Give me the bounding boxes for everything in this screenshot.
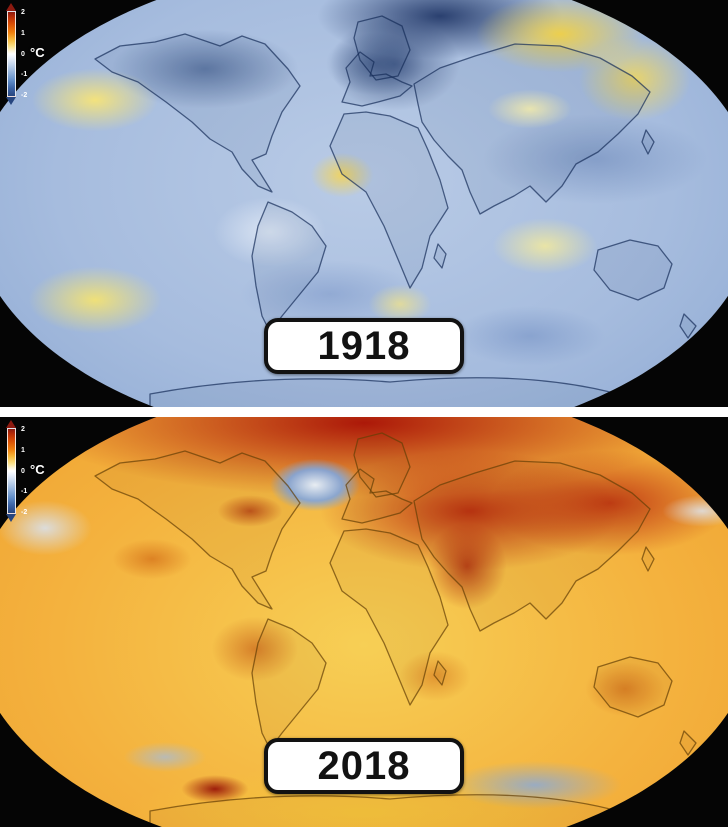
colorbar-arrow-up-icon: [6, 420, 16, 428]
map-panel-2018: 2 1 0 -1 -2 °C 2018: [0, 417, 728, 827]
celsius-unit-label: °C: [30, 45, 45, 60]
celsius-unit-label: °C: [30, 462, 45, 477]
tick-minus1: -1: [21, 71, 28, 79]
map-panel-1918: 2 1 0 -1 -2 °C 1918: [0, 0, 728, 407]
colorbar-arrow-down-icon: [6, 97, 16, 105]
year-label: 1918: [317, 324, 411, 368]
temperature-colorbar-gradient: [6, 428, 16, 514]
continent-outlines: [0, 0, 728, 407]
temperature-colorbar-gradient: [6, 11, 16, 97]
year-label: 2018: [317, 744, 411, 788]
continent-outlines: [0, 417, 728, 827]
tick-minus2: -2: [21, 509, 28, 516]
tick-zero: 0: [21, 50, 25, 58]
year-badge-1918: 1918: [264, 318, 464, 374]
colorbar: [6, 420, 16, 522]
tick-plus2: 2: [21, 426, 25, 433]
tick-minus2: -2: [21, 92, 28, 99]
temperature-scale-legend: 2 1 0 -1 -2 °C: [4, 3, 64, 113]
panel-divider: [0, 407, 728, 417]
tick-plus2: 2: [21, 9, 25, 16]
colorbar-tick-labels: 2 1 0 -1 -2: [21, 9, 27, 99]
tick-zero: 0: [21, 467, 25, 475]
tick-plus1: 1: [21, 446, 25, 454]
year-badge-2018: 2018: [264, 738, 464, 794]
tick-plus1: 1: [21, 29, 25, 37]
colorbar-tick-labels: 2 1 0 -1 -2: [21, 426, 27, 516]
colorbar: [6, 3, 16, 105]
colorbar-arrow-up-icon: [6, 3, 16, 11]
tick-minus1: -1: [21, 488, 28, 496]
temperature-scale-legend: 2 1 0 -1 -2 °C: [4, 420, 64, 530]
colorbar-arrow-down-icon: [6, 514, 16, 522]
